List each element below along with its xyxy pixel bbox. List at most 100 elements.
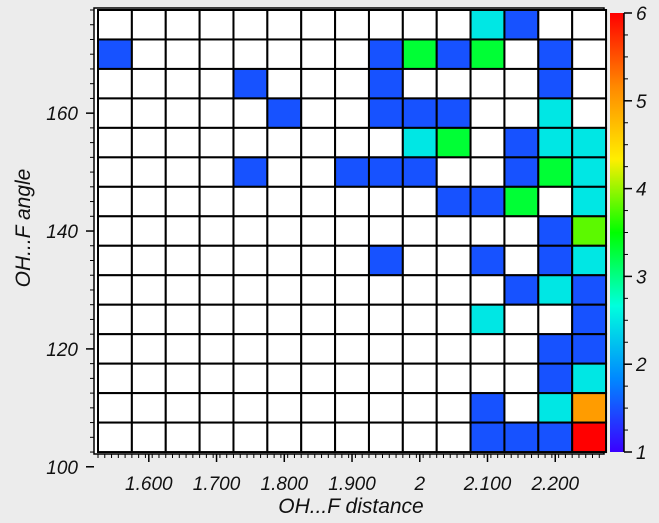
heatmap-cell: [334, 185, 370, 218]
y-tick-label: 160: [46, 104, 78, 125]
heatmap-cell: [97, 421, 133, 454]
heatmap-cell: [503, 156, 540, 188]
heatmap-cell: [435, 215, 472, 247]
heatmap-cell: [469, 244, 506, 277]
heatmap-cell: [130, 303, 167, 336]
heatmap-cell: [300, 156, 337, 188]
colorbar-tick-label: 5: [636, 92, 647, 113]
heatmap-cell: [164, 392, 201, 424]
heatmap-cell: [503, 333, 540, 365]
heatmap-cell: [401, 126, 438, 159]
heatmap-cell: [334, 67, 370, 100]
heatmap-cell: [334, 9, 370, 41]
heatmap-cell: [334, 274, 370, 306]
heatmap-cell: [367, 362, 404, 395]
heatmap-cell: [401, 244, 438, 277]
heatmap-cell: [537, 421, 574, 454]
heatmap-cell: [266, 274, 303, 306]
heatmap-cell: [130, 9, 167, 41]
heatmap-cell: [97, 185, 133, 218]
heatmap-cell: [435, 9, 472, 41]
heatmap-cell: [571, 97, 608, 129]
heatmap-cell: [435, 38, 472, 70]
heatmap-cell: [300, 97, 337, 129]
heatmap-cell: [401, 97, 438, 129]
heatmap-cell: [300, 362, 337, 395]
heatmap-cell: [266, 244, 303, 277]
heatmap-cell: [130, 362, 167, 395]
heatmap-cell: [537, 244, 574, 277]
heatmap-cell: [503, 421, 540, 454]
heatmap-cell: [367, 156, 404, 188]
y-tick-label: 140: [46, 222, 78, 243]
heatmap-cell: [469, 38, 506, 70]
heatmap-cell: [469, 215, 506, 247]
heatmap-cell: [334, 392, 370, 424]
heatmap-cell: [198, 244, 235, 277]
heatmap-cell: [469, 362, 506, 395]
heatmap-cell: [367, 9, 404, 41]
heatmap-cell: [435, 392, 472, 424]
heatmap-cell: [367, 244, 404, 277]
heatmap-cell: [130, 156, 167, 188]
heatmap-cell: [503, 97, 540, 129]
heatmap-cell: [97, 274, 133, 306]
x-tick-label: 1.900: [328, 474, 376, 495]
heatmap-cell: [198, 156, 235, 188]
heatmap-cell: [435, 97, 472, 129]
heatmap-cell: [503, 362, 540, 395]
heatmap-cell: [367, 67, 404, 100]
heatmap-cell: [130, 185, 167, 218]
heatmap-cell: [537, 9, 574, 41]
heatmap-cell: [97, 215, 133, 247]
heatmap-cell: [537, 185, 574, 218]
heatmap-cell: [367, 126, 404, 159]
heatmap-cell: [300, 67, 337, 100]
heatmap-cell: [367, 274, 404, 306]
heatmap-cell: [334, 362, 370, 395]
colorbar-tick-label: 1: [636, 443, 647, 464]
heatmap-cell: [300, 126, 337, 159]
heatmap-cell: [571, 333, 608, 365]
heatmap-cell: [164, 274, 201, 306]
colorbar-tick-label: 2: [635, 355, 647, 376]
heatmap-cell: [469, 421, 506, 454]
heatmap-cell: [571, 9, 608, 41]
heatmap-cell: [435, 274, 472, 306]
heatmap-cell: [469, 185, 506, 218]
heatmap-cell: [300, 38, 337, 70]
heatmap-cell: [97, 38, 133, 70]
heatmap-cell: [97, 9, 133, 41]
heatmap-cell: [503, 244, 540, 277]
heatmap-cell: [164, 156, 201, 188]
heatmap-cell: [232, 9, 269, 41]
heatmap-cell: [164, 9, 201, 41]
heatmap-cell: [571, 303, 608, 336]
heatmap-cell: [571, 38, 608, 70]
heatmap-cell: [97, 97, 133, 129]
heatmap-cell: [232, 274, 269, 306]
heatmap-cell: [300, 244, 337, 277]
heatmap-cell: [571, 274, 608, 306]
heatmap-cell: [334, 421, 370, 454]
heatmap-cell: [232, 185, 269, 218]
heatmap-cell: [435, 244, 472, 277]
heatmap-cell: [537, 156, 574, 188]
heatmap-cell: [232, 303, 269, 336]
heatmap-cell: [401, 156, 438, 188]
heatmap-cell: [401, 38, 438, 70]
heatmap-cell: [164, 67, 201, 100]
y-axis-label: OH...F angle: [12, 169, 35, 288]
x-axis-label: OH...F distance: [278, 495, 424, 518]
heatmap-cell: [435, 185, 472, 218]
heatmap-cell: [164, 362, 201, 395]
heatmap-cell: [334, 333, 370, 365]
heatmap-cell: [232, 38, 269, 70]
x-tick-label: 1.600: [125, 474, 173, 495]
heatmap-cell: [300, 185, 337, 218]
heatmap-cell: [266, 421, 303, 454]
heatmap-cell: [198, 333, 235, 365]
heatmap-cell: [435, 303, 472, 336]
heatmap-cell: [435, 126, 472, 159]
heatmap-cell: [367, 97, 404, 129]
